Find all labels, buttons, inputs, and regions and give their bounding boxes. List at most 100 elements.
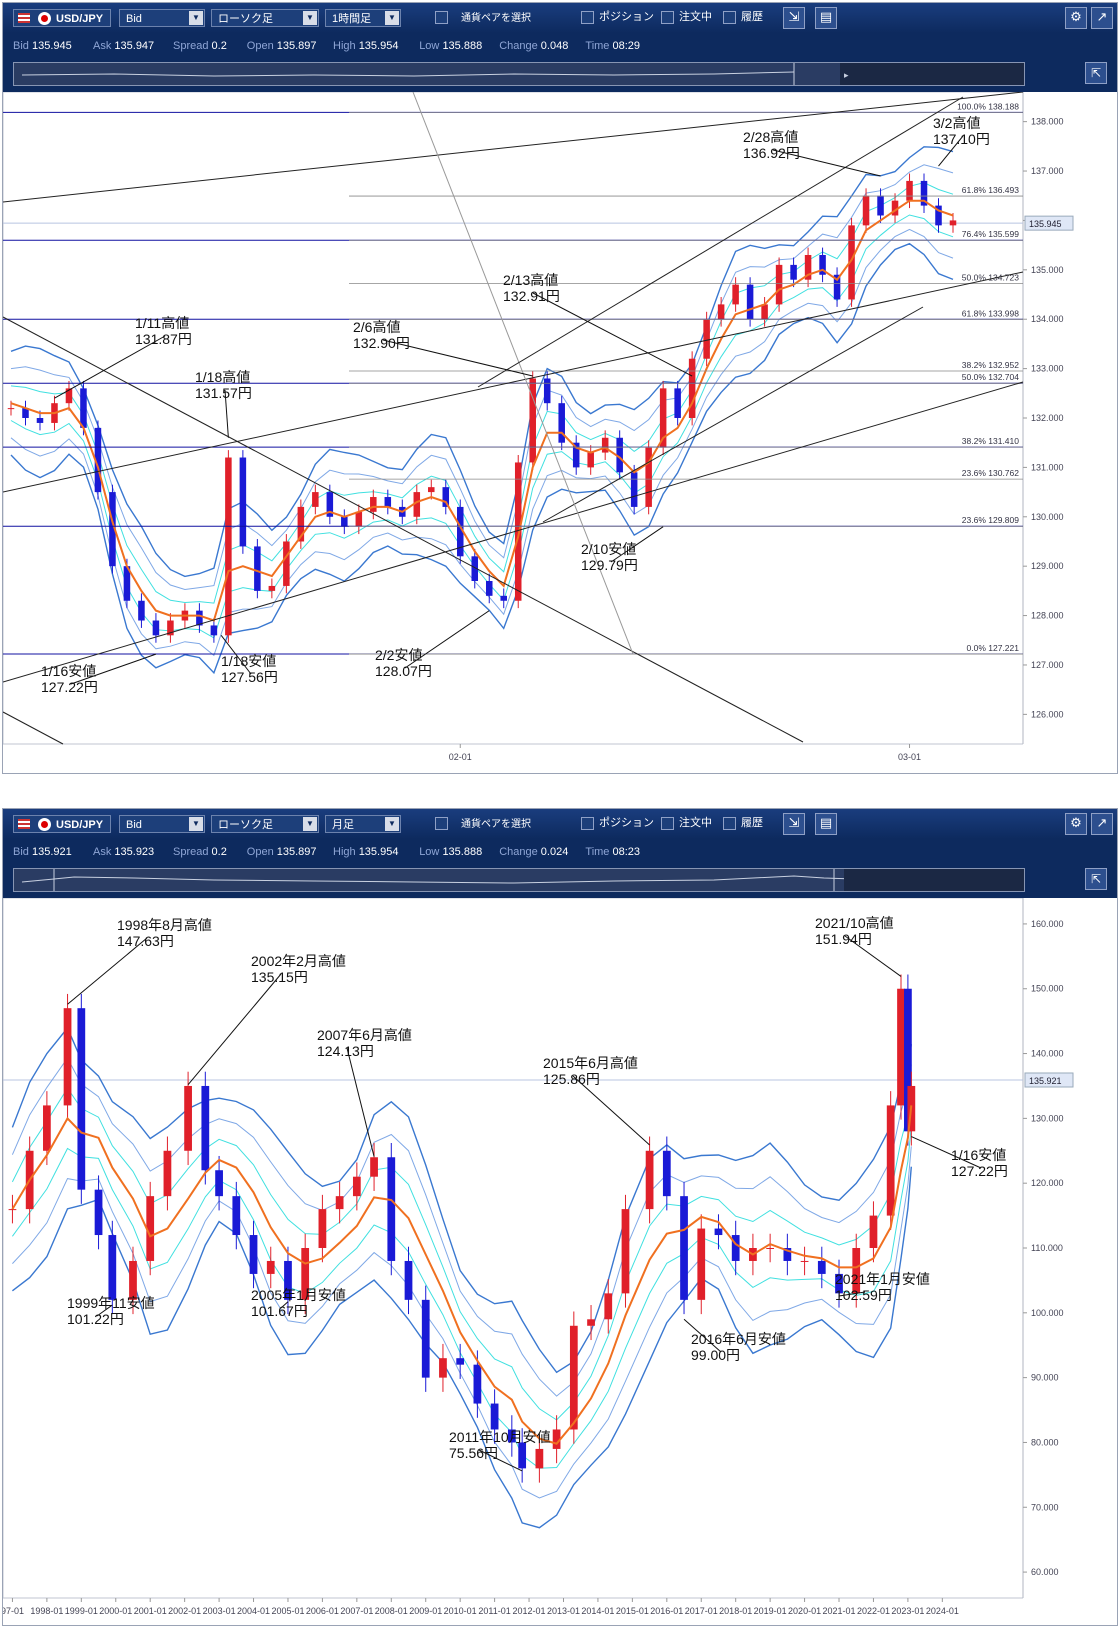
pair-select-checkbox[interactable] (435, 817, 448, 830)
timeframe-select[interactable]: 1時間足 ▼ (325, 9, 401, 27)
candle (249, 1235, 258, 1274)
annotation-value: 127.22円 (41, 679, 98, 695)
popout-icon[interactable]: ↗ (1091, 7, 1113, 29)
x-tick-label: 2000-01 (99, 1606, 132, 1616)
candle (552, 1429, 561, 1449)
fib-label: 23.6% 130.762 (962, 468, 1019, 478)
y-tick-label: 132.000 (1031, 413, 1064, 423)
info-key: High (333, 40, 359, 52)
chart-type-select[interactable]: ローソク足 ▼ (211, 9, 319, 27)
position-checkbox[interactable] (581, 817, 594, 830)
candle (616, 437, 623, 473)
chart-type-select[interactable]: ローソク足 ▼ (211, 815, 319, 833)
export-icon[interactable]: ⇲ (783, 7, 805, 29)
pair-select-checkbox[interactable] (435, 11, 448, 24)
info-key: Time (585, 846, 613, 858)
hourly-chart-area[interactable]: 126.000 127.000 128.000 129.000 130.000 131.0… (3, 91, 1117, 773)
orders-checkbox[interactable] (661, 11, 674, 24)
candle (674, 388, 681, 418)
navigator-scroll[interactable]: ▸ (13, 62, 1025, 86)
candle (862, 195, 870, 226)
info-value: 135.897 (276, 846, 317, 858)
annotation-label: 2/28高値 (743, 129, 798, 145)
x-tick-label: 2019-01 (754, 1606, 787, 1616)
annotation-label: 2015年6月高値 (543, 1055, 638, 1071)
position-checkbox[interactable] (581, 11, 594, 24)
zoom-icon[interactable]: ⇱ (1085, 62, 1107, 84)
export-icon[interactable]: ⇲ (783, 813, 805, 835)
candle (108, 1235, 117, 1300)
moving-average-line (11, 1105, 913, 1445)
x-tick-label: 2016-01 (650, 1606, 683, 1616)
chevron-down-icon: ▼ (385, 11, 399, 25)
x-tick-label: 2020-01 (788, 1606, 821, 1616)
annotation-value: 151.94円 (815, 931, 872, 947)
candle (163, 1150, 172, 1197)
fib-label: 23.6% 129.809 (962, 515, 1019, 525)
history-label: 履歴 (741, 11, 763, 23)
annotation-value: 102.59円 (835, 1287, 892, 1303)
annotation-arrow (683, 1318, 722, 1353)
x-tick-label: 2010-01 (444, 1606, 477, 1616)
zoom-icon[interactable]: ⇱ (1085, 868, 1107, 890)
print-icon[interactable]: ▤ (815, 813, 837, 835)
timeframe-select[interactable]: 月足 ▼ (325, 815, 401, 833)
candle (254, 546, 261, 591)
current-price-label: 135.945 (1029, 219, 1062, 229)
y-tick-label: 130.000 (1031, 1113, 1064, 1123)
us-flag-icon (18, 819, 30, 829)
info-open: Open 135.897 (247, 40, 317, 52)
currency-pair-select[interactable]: USD/JPY (13, 9, 111, 27)
info-change: Change 0.024 (499, 846, 568, 858)
annotation-arrow (187, 973, 282, 1085)
price-type-select[interactable]: Bid ▼ (119, 815, 205, 833)
candle (714, 1228, 723, 1236)
info-key: Low (419, 40, 443, 52)
candle (732, 284, 739, 305)
x-tick-label: 2008-01 (375, 1606, 408, 1616)
candle (604, 1293, 613, 1320)
info-value: 08:29 (612, 40, 641, 52)
candle (36, 418, 44, 423)
toolbar: USD/JPY Bid ▼ ローソク足 ▼ 月足 ▼ 通貨ペアを選択 ポジション 注文… (3, 809, 1117, 839)
candle (935, 205, 942, 226)
gear-icon[interactable]: ⚙ (1065, 813, 1087, 835)
gear-icon[interactable]: ⚙ (1065, 7, 1087, 29)
bollinger-band-dn (10, 242, 954, 675)
info-time: Time 08:23 (585, 846, 640, 858)
candle (94, 1189, 103, 1236)
info-value: 0.024 (540, 846, 569, 858)
candle (22, 408, 29, 418)
popout-icon[interactable]: ↗ (1091, 813, 1113, 835)
orders-checkbox[interactable] (661, 817, 674, 830)
candle (835, 1273, 843, 1294)
print-icon[interactable]: ▤ (815, 7, 837, 29)
currency-pair-select[interactable]: USD/JPY (13, 815, 111, 833)
candle (569, 1325, 578, 1430)
bollinger-band-up (11, 1026, 912, 1374)
y-tick-label: 134.000 (1031, 314, 1064, 324)
annotation-label: 2021/10高値 (815, 915, 894, 931)
candle (283, 541, 290, 586)
history-checkbox[interactable] (723, 817, 736, 830)
annotation-value: 131.87円 (135, 331, 192, 347)
monthly-chart-area[interactable]: 60.000 70.000 80.000 90.000 100.000 110.000 12… (3, 897, 1117, 1625)
history-checkbox[interactable] (723, 11, 736, 24)
candle (210, 625, 218, 636)
position-label: ポジション (599, 11, 654, 23)
x-tick-label: 2012-01 (513, 1606, 546, 1616)
annotation-value: 127.56円 (221, 669, 278, 685)
candle (77, 1008, 86, 1190)
y-tick-label: 160.000 (1031, 919, 1064, 929)
navigator-bar: ⇱ (3, 866, 1117, 898)
navigator-scroll[interactable] (13, 868, 1025, 892)
y-tick-label: 131.000 (1031, 462, 1064, 472)
moving-average-line (10, 199, 954, 622)
info-value: 135.921 (31, 846, 72, 858)
annotation-value: 132.91円 (503, 288, 560, 304)
annotation-label: 2007年6月高値 (317, 1027, 412, 1043)
price-type-select[interactable]: Bid ▼ (119, 9, 205, 27)
candle (473, 1364, 482, 1404)
x-tick-label: 2009-01 (409, 1606, 442, 1616)
info-change: Change 0.048 (499, 40, 568, 52)
